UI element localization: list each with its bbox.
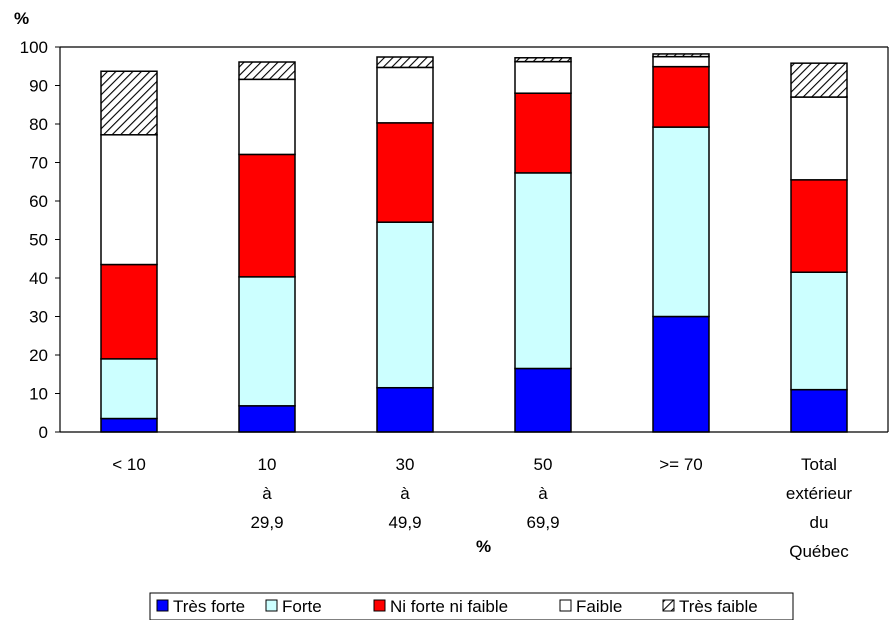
bar-segment — [790, 179, 848, 273]
bar-segment — [238, 78, 296, 156]
bar-stacks — [100, 53, 848, 433]
x-category-label: < 10 — [112, 455, 146, 474]
y-axis-ticks: 0 10 20 30 40 50 60 70 80 90 100 — [20, 38, 60, 442]
bar-segment — [100, 358, 158, 420]
y-tick-label: 30 — [29, 308, 48, 327]
bar-segment — [238, 276, 296, 407]
legend-swatch — [265, 599, 278, 612]
x-axis-label: % — [476, 537, 491, 556]
y-tick-label: 70 — [29, 154, 48, 173]
legend-label: Ni forte ni faible — [390, 597, 508, 616]
bar-segment — [652, 315, 710, 433]
y-axis-label: % — [14, 9, 29, 28]
x-category-label: 69,9 — [526, 513, 559, 532]
x-category-label: 30 — [396, 455, 415, 474]
x-category-label: Québec — [789, 542, 849, 561]
x-category-label: du — [810, 513, 829, 532]
category-labels: < 10 10 à 29,9 30 à 49,9 50 à 69,9 >= 70 Total extér… — [112, 455, 852, 561]
bar-segment — [514, 172, 572, 370]
y-tick-label: 20 — [29, 346, 48, 365]
bar-segment — [514, 92, 572, 174]
x-category-label: à — [262, 484, 272, 503]
y-tick-label: 10 — [29, 385, 48, 404]
legend-label: Forte — [282, 597, 322, 616]
x-category-label: >= 70 — [659, 455, 703, 474]
y-tick-label: 100 — [20, 38, 48, 57]
x-category-label: Total — [801, 455, 837, 474]
bar-segment — [100, 263, 158, 360]
bar-segment — [652, 126, 710, 318]
bar-segment — [514, 57, 572, 63]
x-category-label: 29,9 — [250, 513, 283, 532]
bar-segment — [100, 70, 158, 136]
legend-swatch — [156, 599, 169, 612]
axes — [59, 46, 889, 433]
bar-segment — [100, 134, 158, 266]
x-category-label: 49,9 — [388, 513, 421, 532]
bar-segment — [238, 405, 296, 433]
x-category-label: à — [538, 484, 548, 503]
x-category-label: à — [400, 484, 410, 503]
bar-segment — [790, 96, 848, 181]
y-tick-label: 50 — [29, 231, 48, 250]
legend-swatch — [373, 599, 386, 612]
legend-label: Faible — [576, 597, 622, 616]
bar-segment — [238, 153, 296, 278]
bar-segment — [790, 388, 848, 433]
bar-segment — [376, 66, 434, 124]
bar-segment — [652, 55, 710, 68]
y-tick-label: 0 — [39, 423, 48, 442]
bar-segment — [790, 271, 848, 391]
legend-box — [149, 592, 794, 620]
bar-segment — [514, 60, 572, 94]
bar-segment — [376, 56, 434, 69]
y-tick-label: 60 — [29, 192, 48, 211]
bar-segment — [652, 65, 710, 128]
legend-label: Très faible — [679, 597, 758, 616]
x-category-label: 50 — [534, 455, 553, 474]
bar-segment — [514, 367, 572, 433]
y-tick-label: 40 — [29, 269, 48, 288]
bar-segment — [100, 417, 158, 433]
y-tick-label: 90 — [29, 77, 48, 96]
legend-swatch — [662, 599, 675, 612]
bar-segment — [376, 122, 434, 223]
bar-segment — [238, 61, 296, 81]
bar-segment — [376, 386, 434, 433]
bar-segment — [652, 53, 710, 58]
x-category-label: extérieur — [786, 484, 852, 503]
bar-segment — [376, 221, 434, 389]
bar-segment — [790, 62, 848, 98]
legend: Très forte Forte Ni forte ni faible Faible T… — [149, 592, 794, 620]
legend-label: Très forte — [173, 597, 245, 616]
x-category-label: 10 — [258, 455, 277, 474]
y-tick-label: 80 — [29, 115, 48, 134]
legend-swatch — [559, 599, 572, 612]
